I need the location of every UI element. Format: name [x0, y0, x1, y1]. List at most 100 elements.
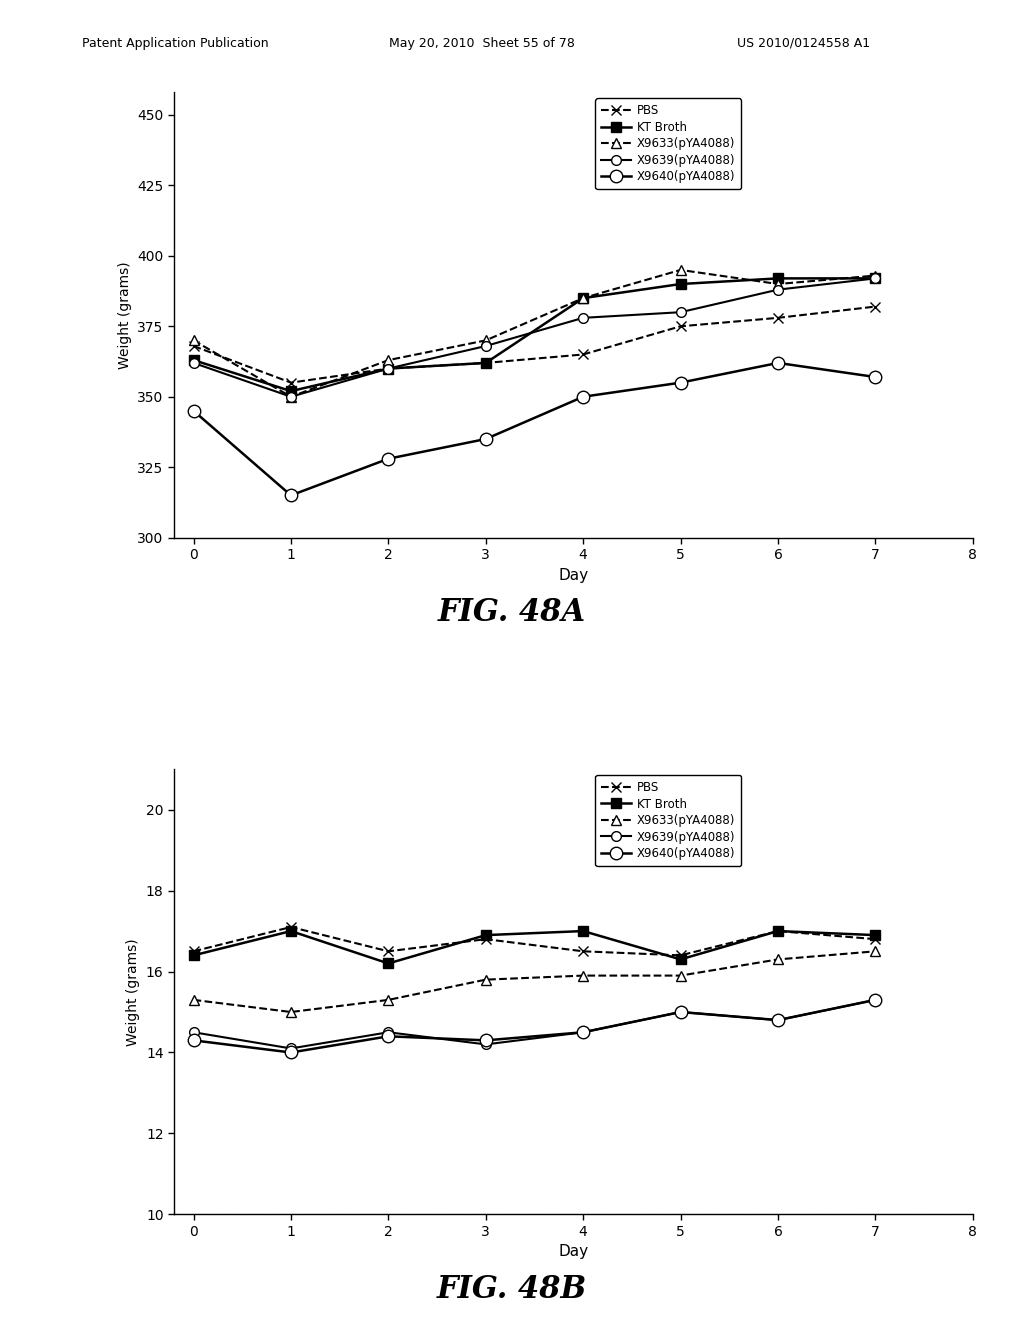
KT Broth	[675, 276, 687, 292]
X9633(pYA4088)	[772, 276, 784, 292]
Line: X9633(pYA4088): X9633(pYA4088)	[188, 265, 881, 401]
PBS	[675, 318, 687, 334]
KT Broth	[382, 360, 394, 376]
X9639(pYA4088)	[772, 1012, 784, 1028]
Text: May 20, 2010  Sheet 55 of 78: May 20, 2010 Sheet 55 of 78	[389, 37, 575, 50]
X9633(pYA4088)	[382, 352, 394, 368]
X9633(pYA4088)	[285, 389, 297, 405]
X9633(pYA4088)	[675, 968, 687, 983]
X9639(pYA4088)	[479, 1036, 492, 1052]
KT Broth	[578, 923, 590, 939]
KT Broth	[772, 923, 784, 939]
X9633(pYA4088)	[869, 268, 882, 284]
X9639(pYA4088)	[382, 360, 394, 376]
X9640(pYA4088)	[675, 375, 687, 391]
X9633(pYA4088)	[578, 968, 590, 983]
X9639(pYA4088)	[479, 338, 492, 354]
PBS	[382, 360, 394, 376]
X9640(pYA4088)	[187, 1032, 200, 1048]
PBS	[187, 944, 200, 960]
Text: Patent Application Publication: Patent Application Publication	[82, 37, 268, 50]
PBS	[479, 355, 492, 371]
PBS	[382, 944, 394, 960]
X9633(pYA4088)	[772, 952, 784, 968]
X9633(pYA4088)	[187, 991, 200, 1007]
X9639(pYA4088)	[187, 355, 200, 371]
X9640(pYA4088)	[382, 1028, 394, 1044]
X9639(pYA4088)	[675, 305, 687, 321]
X9640(pYA4088)	[479, 432, 492, 447]
KT Broth	[869, 927, 882, 942]
PBS	[285, 375, 297, 391]
X9633(pYA4088)	[187, 333, 200, 348]
KT Broth	[187, 948, 200, 964]
Y-axis label: Weight (grams): Weight (grams)	[126, 939, 140, 1045]
X9633(pYA4088)	[479, 972, 492, 987]
PBS	[578, 347, 590, 363]
Line: KT Broth: KT Broth	[188, 273, 881, 396]
X9633(pYA4088)	[479, 333, 492, 348]
Line: PBS: PBS	[188, 923, 881, 960]
Line: PBS: PBS	[188, 302, 881, 388]
X9633(pYA4088)	[285, 1005, 297, 1020]
X9640(pYA4088)	[187, 403, 200, 418]
PBS	[578, 944, 590, 960]
X-axis label: Day: Day	[558, 1245, 589, 1259]
KT Broth	[285, 923, 297, 939]
X9640(pYA4088)	[578, 389, 590, 405]
X9640(pYA4088)	[869, 991, 882, 1007]
Legend: PBS, KT Broth, X9633(pYA4088), X9639(pYA4088), X9640(pYA4088): PBS, KT Broth, X9633(pYA4088), X9639(pYA…	[595, 98, 741, 189]
KT Broth	[578, 290, 590, 306]
X9640(pYA4088)	[675, 1005, 687, 1020]
Text: FIG. 48B: FIG. 48B	[437, 1274, 587, 1304]
KT Broth	[869, 271, 882, 286]
X9640(pYA4088)	[772, 355, 784, 371]
X9633(pYA4088)	[578, 290, 590, 306]
Line: X9640(pYA4088): X9640(pYA4088)	[187, 994, 882, 1059]
X9633(pYA4088)	[382, 991, 394, 1007]
X-axis label: Day: Day	[558, 568, 589, 582]
PBS	[479, 931, 492, 946]
X9633(pYA4088)	[675, 261, 687, 277]
X9639(pYA4088)	[578, 1024, 590, 1040]
KT Broth	[479, 355, 492, 371]
PBS	[285, 919, 297, 935]
PBS	[772, 310, 784, 326]
PBS	[675, 948, 687, 964]
X9639(pYA4088)	[187, 1024, 200, 1040]
PBS	[772, 923, 784, 939]
PBS	[869, 298, 882, 314]
Text: US 2010/0124558 A1: US 2010/0124558 A1	[737, 37, 870, 50]
KT Broth	[772, 271, 784, 286]
Line: X9639(pYA4088): X9639(pYA4088)	[188, 995, 881, 1053]
X9639(pYA4088)	[772, 281, 784, 297]
X9640(pYA4088)	[578, 1024, 590, 1040]
Line: X9633(pYA4088): X9633(pYA4088)	[188, 946, 881, 1016]
Line: X9640(pYA4088): X9640(pYA4088)	[187, 356, 882, 502]
X9639(pYA4088)	[285, 389, 297, 405]
X9640(pYA4088)	[285, 487, 297, 503]
KT Broth	[285, 383, 297, 399]
Text: FIG. 48A: FIG. 48A	[438, 597, 586, 628]
X9640(pYA4088)	[869, 370, 882, 385]
KT Broth	[382, 956, 394, 972]
Legend: PBS, KT Broth, X9633(pYA4088), X9639(pYA4088), X9640(pYA4088): PBS, KT Broth, X9633(pYA4088), X9639(pYA…	[595, 775, 741, 866]
Line: KT Broth: KT Broth	[188, 927, 881, 969]
X9640(pYA4088)	[772, 1012, 784, 1028]
Y-axis label: Weight (grams): Weight (grams)	[118, 261, 132, 368]
KT Broth	[479, 927, 492, 942]
PBS	[869, 931, 882, 946]
X9639(pYA4088)	[578, 310, 590, 326]
X9640(pYA4088)	[382, 451, 394, 467]
KT Broth	[187, 352, 200, 368]
X9640(pYA4088)	[479, 1032, 492, 1048]
X9633(pYA4088)	[869, 944, 882, 960]
X9640(pYA4088)	[285, 1044, 297, 1060]
X9639(pYA4088)	[869, 991, 882, 1007]
Line: X9639(pYA4088): X9639(pYA4088)	[188, 273, 881, 401]
X9639(pYA4088)	[382, 1024, 394, 1040]
KT Broth	[675, 952, 687, 968]
X9639(pYA4088)	[675, 1005, 687, 1020]
PBS	[187, 338, 200, 354]
X9639(pYA4088)	[869, 271, 882, 286]
